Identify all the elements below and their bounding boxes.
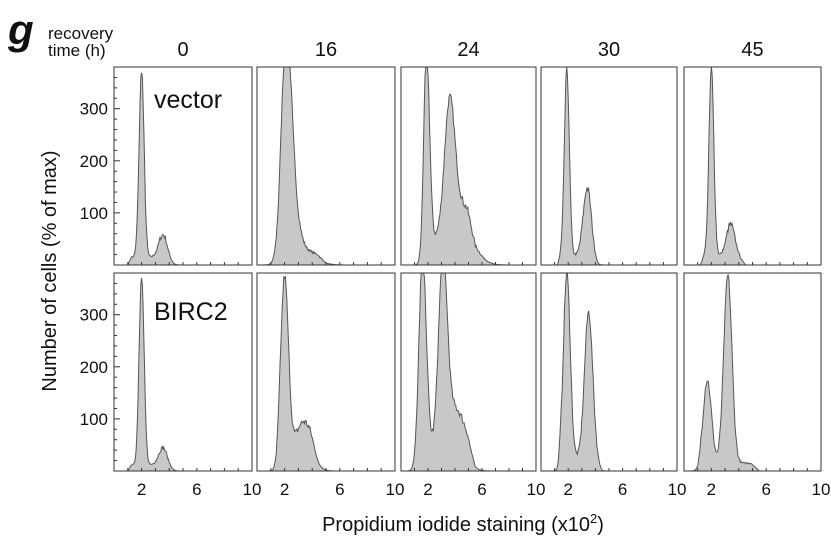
y-tick-label-vector-200: 200 [80, 152, 108, 171]
x-tick-label-col4-6: 6 [618, 480, 627, 499]
header-label-recovery: recovery [48, 24, 114, 43]
row-label-BIRC2: BIRC2 [154, 298, 228, 326]
y-tick-label-BIRC2-100: 100 [80, 410, 108, 429]
x-tick-label-col5-6: 6 [761, 480, 770, 499]
histogram-BIRC2-16h [257, 275, 395, 472]
x-tick-label-col5-2: 2 [707, 480, 716, 499]
x-tick-label-col5-10: 10 [812, 480, 831, 499]
x-tick-label-col2-6: 6 [335, 480, 344, 499]
row-label-vector: vector [154, 86, 222, 114]
x-axis-label-close: ) [597, 514, 604, 536]
x-axis-label-main: Propidium iodide staining (x10 [322, 514, 590, 536]
y-axis-label: Number of cells (% of max) [39, 150, 61, 391]
column-label-24h: 24 [457, 39, 479, 61]
x-tick-label-col3-10: 10 [527, 480, 546, 499]
histogram-vector-30h [541, 66, 677, 266]
x-tick-label-col3-6: 6 [477, 480, 486, 499]
x-tick-label-col1-10: 10 [243, 480, 262, 499]
x-axis-label: Propidium iodide staining (x102) [322, 511, 604, 536]
y-tick-label-BIRC2-300: 300 [80, 306, 108, 325]
y-tick-label-vector-100: 100 [80, 204, 108, 223]
column-label-0h: 0 [177, 39, 188, 61]
x-tick-label-col4-10: 10 [668, 480, 687, 499]
x-tick-label-col4-2: 2 [563, 480, 572, 499]
x-tick-label-col1-6: 6 [192, 480, 201, 499]
y-tick-label-BIRC2-200: 200 [80, 358, 108, 377]
histogram-vector-45h [684, 66, 821, 266]
column-label-30h: 30 [598, 39, 620, 61]
x-tick-label-col1-2: 2 [137, 480, 146, 499]
x-axis-label-superscript: 2 [590, 511, 597, 526]
x-tick-label-col2-10: 10 [386, 480, 405, 499]
panel-letter: g [7, 6, 34, 53]
histogram-BIRC2-30h [541, 272, 677, 472]
histogram-grid: 100 200 300 vector 100 200 300 BIRC2 0 16 24 30 45 2 6… [80, 39, 831, 499]
x-tick-label-col2-2: 2 [280, 480, 289, 499]
panel-frame-vector-45h [683, 66, 822, 266]
histogram-BIRC2-24h [401, 272, 536, 472]
histogram-BIRC2-45h [684, 273, 821, 472]
column-label-16h: 16 [315, 39, 337, 61]
column-label-45h: 45 [741, 39, 763, 61]
histogram-vector-24h [401, 66, 536, 266]
y-tick-label-vector-300: 300 [80, 100, 108, 119]
header-label-time: time (h) [48, 41, 106, 60]
histogram-vector-16h [257, 66, 395, 266]
x-tick-label-col3-2: 2 [423, 480, 432, 499]
